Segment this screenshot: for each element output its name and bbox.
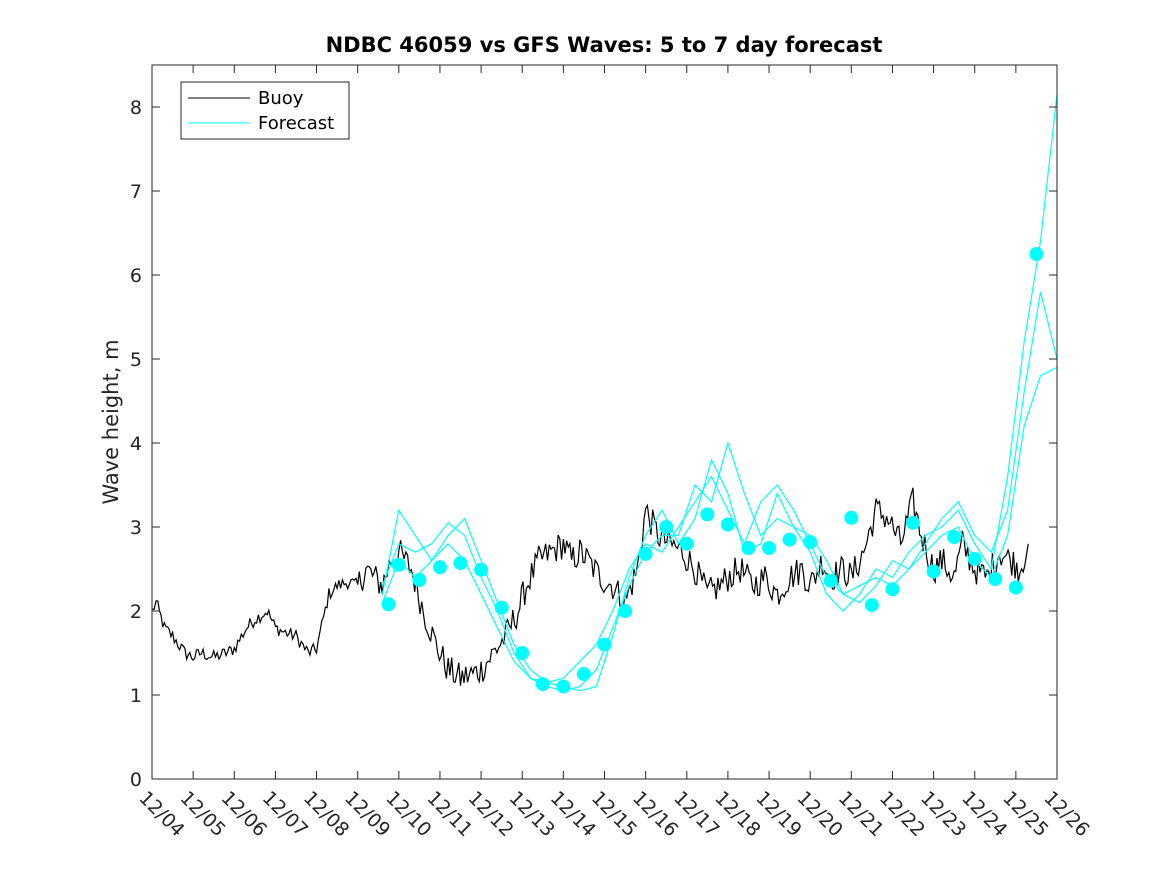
forecast-marker (638, 546, 653, 561)
forecast-marker (515, 646, 530, 660)
forecast-marker (844, 510, 859, 525)
y-tick-label: 5 (130, 349, 142, 371)
forecast-marker (556, 679, 571, 694)
forecast-line (381, 94, 1058, 692)
y-tick-label: 3 (130, 517, 142, 539)
forecast-marker (926, 564, 941, 579)
y-tick-label: 0 (130, 769, 142, 791)
forecast-marker (1029, 247, 1044, 261)
y-tick-label: 8 (130, 97, 142, 119)
forecast-marker (988, 572, 1003, 587)
forecast-marker-group (381, 247, 1044, 694)
legend-forecast-label: Forecast (258, 113, 334, 134)
forecast-marker (741, 541, 756, 555)
forecast-marker (494, 600, 509, 615)
forecast-marker (535, 677, 550, 692)
forecast-marker (782, 532, 797, 547)
forecast-marker (576, 667, 591, 681)
forecast-marker (381, 597, 396, 612)
forecast-marker (700, 507, 715, 522)
forecast-line (381, 291, 1058, 692)
buoy-series (151, 487, 1029, 686)
forecast-marker (967, 551, 982, 566)
legend-buoy-label: Buoy (258, 88, 304, 109)
forecast-series-group (381, 94, 1058, 692)
forecast-marker (823, 573, 838, 588)
y-axis-label: Wave height, m (99, 339, 123, 504)
forecast-marker (412, 572, 427, 587)
legend: Buoy Forecast (180, 81, 350, 140)
buoy-line (151, 487, 1029, 686)
forecast-marker (597, 637, 612, 652)
forecast-marker (803, 535, 818, 550)
forecast-marker (1008, 580, 1023, 595)
y-tick-label: 2 (130, 601, 142, 623)
forecast-marker (720, 517, 735, 532)
forecast-marker (864, 598, 879, 613)
chart-title: NDBC 46059 vs GFS Waves: 5 to 7 day fore… (326, 33, 883, 57)
forecast-marker (947, 530, 962, 545)
forecast-marker (474, 562, 489, 577)
y-tick-label: 7 (130, 181, 142, 203)
forecast-marker (453, 556, 468, 571)
forecast-marker (391, 557, 406, 572)
y-tick-label: 6 (130, 265, 142, 287)
forecast-marker (433, 560, 447, 575)
forecast-marker (659, 520, 674, 534)
forecast-marker (618, 604, 633, 618)
y-tick-label: 1 (130, 685, 142, 707)
legend-box (180, 81, 350, 140)
y-axis: 0 1 2 3 4 5 6 7 8 (130, 97, 1057, 791)
forecast-marker (679, 536, 694, 551)
y-tick-label: 4 (130, 433, 142, 455)
forecast-line (381, 366, 1058, 684)
plot-area (152, 65, 1057, 779)
forecast-marker (906, 515, 920, 530)
forecast-marker (762, 541, 776, 555)
forecast-marker (885, 582, 900, 597)
